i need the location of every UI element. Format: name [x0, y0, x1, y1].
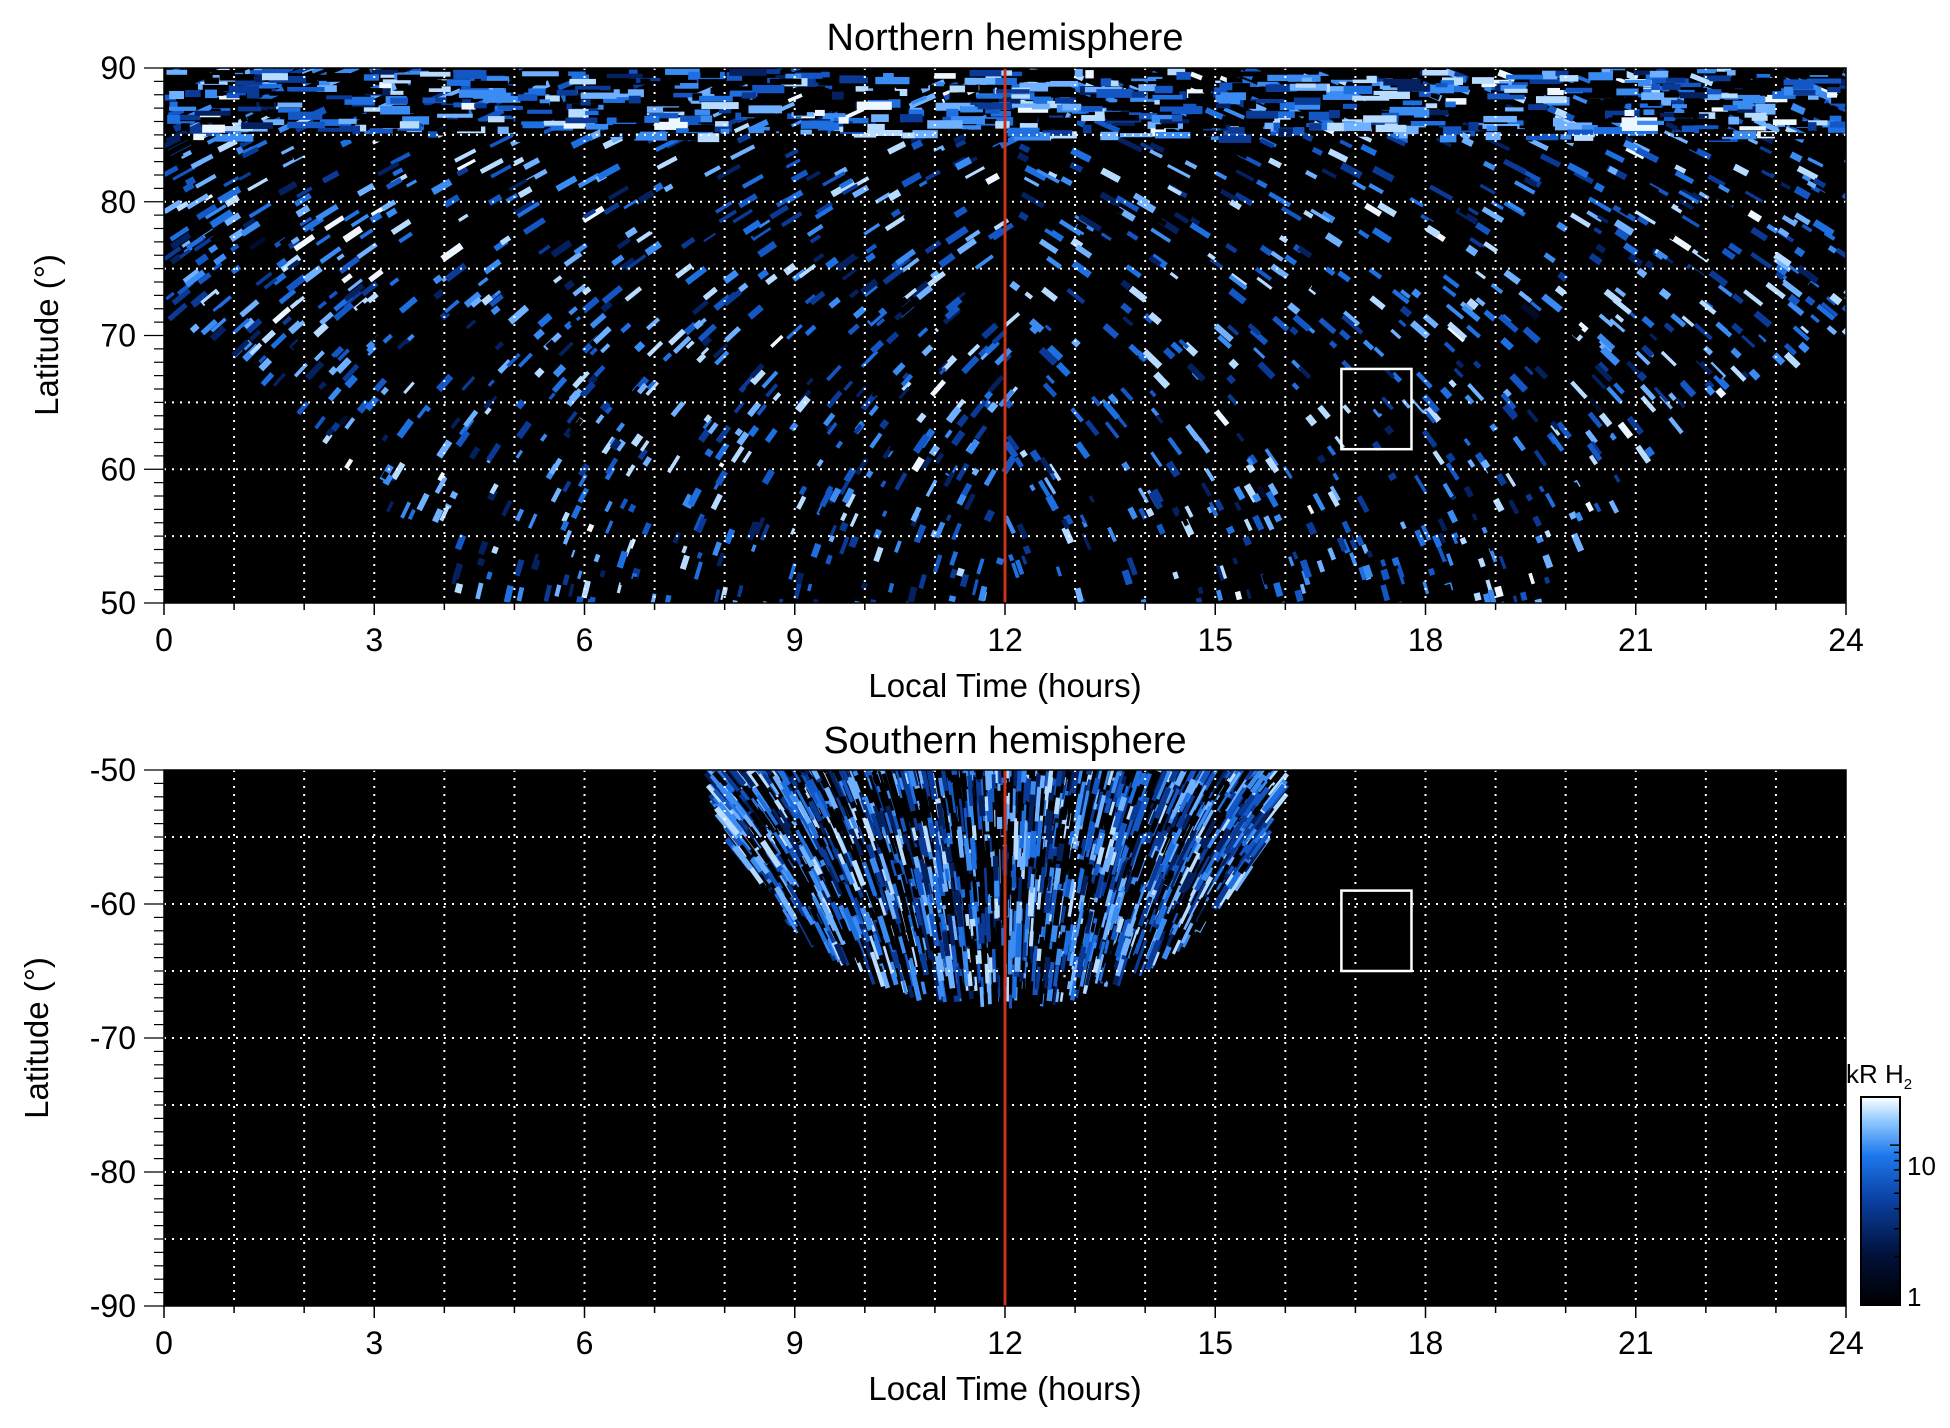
south-x-tick-label-0: 0 — [155, 1325, 173, 1361]
south-x-tick-label-3: 3 — [365, 1325, 383, 1361]
colorbar: kR H2 10 1 — [1846, 1059, 1936, 1312]
north-y-tick-label-50: 50 — [100, 585, 136, 621]
south-x-tick-label-6: 6 — [576, 1325, 594, 1361]
colorbar-tick-label-1: 1 — [1907, 1282, 1921, 1312]
north-y-tick-label-70: 70 — [100, 318, 136, 354]
south-xlabel: Local Time (hours) — [868, 1370, 1141, 1407]
south-y-tick-label--70: -70 — [90, 1020, 136, 1056]
north-y-tick-label-80: 80 — [100, 184, 136, 220]
south-y-tick-label--60: -60 — [90, 886, 136, 922]
south-y-tick-label--80: -80 — [90, 1154, 136, 1190]
south-x-tick-label-15: 15 — [1197, 1325, 1233, 1361]
north-x-tick-label-12: 12 — [987, 622, 1023, 658]
colorbar-gradient — [1861, 1097, 1900, 1305]
north-x-tick-label-18: 18 — [1408, 622, 1444, 658]
south-x-tick-label-18: 18 — [1408, 1325, 1444, 1361]
south-y-tick-label--50: -50 — [90, 752, 136, 788]
north-x-tick-label-3: 3 — [365, 622, 383, 658]
north-y-tick-label-90: 90 — [100, 50, 136, 86]
south-x-tick-label-21: 21 — [1618, 1325, 1654, 1361]
south-x-tick-label-9: 9 — [786, 1325, 804, 1361]
north-x-tick-label-24: 24 — [1828, 622, 1864, 658]
north-x-tick-label-15: 15 — [1197, 622, 1233, 658]
colorbar-unit-text: kR H — [1846, 1059, 1904, 1089]
north-xlabel: Local Time (hours) — [868, 667, 1141, 704]
north-x-tick-label-6: 6 — [576, 622, 594, 658]
south-x-tick-label-12: 12 — [987, 1325, 1023, 1361]
north-title: Northern hemisphere — [827, 17, 1184, 59]
south-title: Southern hemisphere — [823, 720, 1186, 762]
south-ylabel: Latitude (°) — [18, 957, 55, 1119]
north-x-tick-label-0: 0 — [155, 622, 173, 658]
north-panel: Northern hemisphere 0 3 6 9 12 15 18 21 24 50 60 70… — [28, 17, 1869, 704]
south-panel: Southern hemisphere 0 3 6 9 12 15 18 21 24 -90 -80… — [18, 720, 1864, 1407]
north-y-tick-label-60: 60 — [100, 451, 136, 487]
colorbar-unit-label: kR H2 — [1846, 1059, 1912, 1093]
south-x-tick-label-24: 24 — [1828, 1325, 1864, 1361]
north-ylabel: Latitude (°) — [28, 254, 65, 416]
north-x-tick-label-9: 9 — [786, 622, 804, 658]
north-x-tick-label-21: 21 — [1618, 622, 1654, 658]
south-y-tick-label--90: -90 — [90, 1288, 136, 1324]
colorbar-unit-subscript: 2 — [1904, 1076, 1912, 1093]
colorbar-tick-label-10: 10 — [1907, 1151, 1936, 1181]
